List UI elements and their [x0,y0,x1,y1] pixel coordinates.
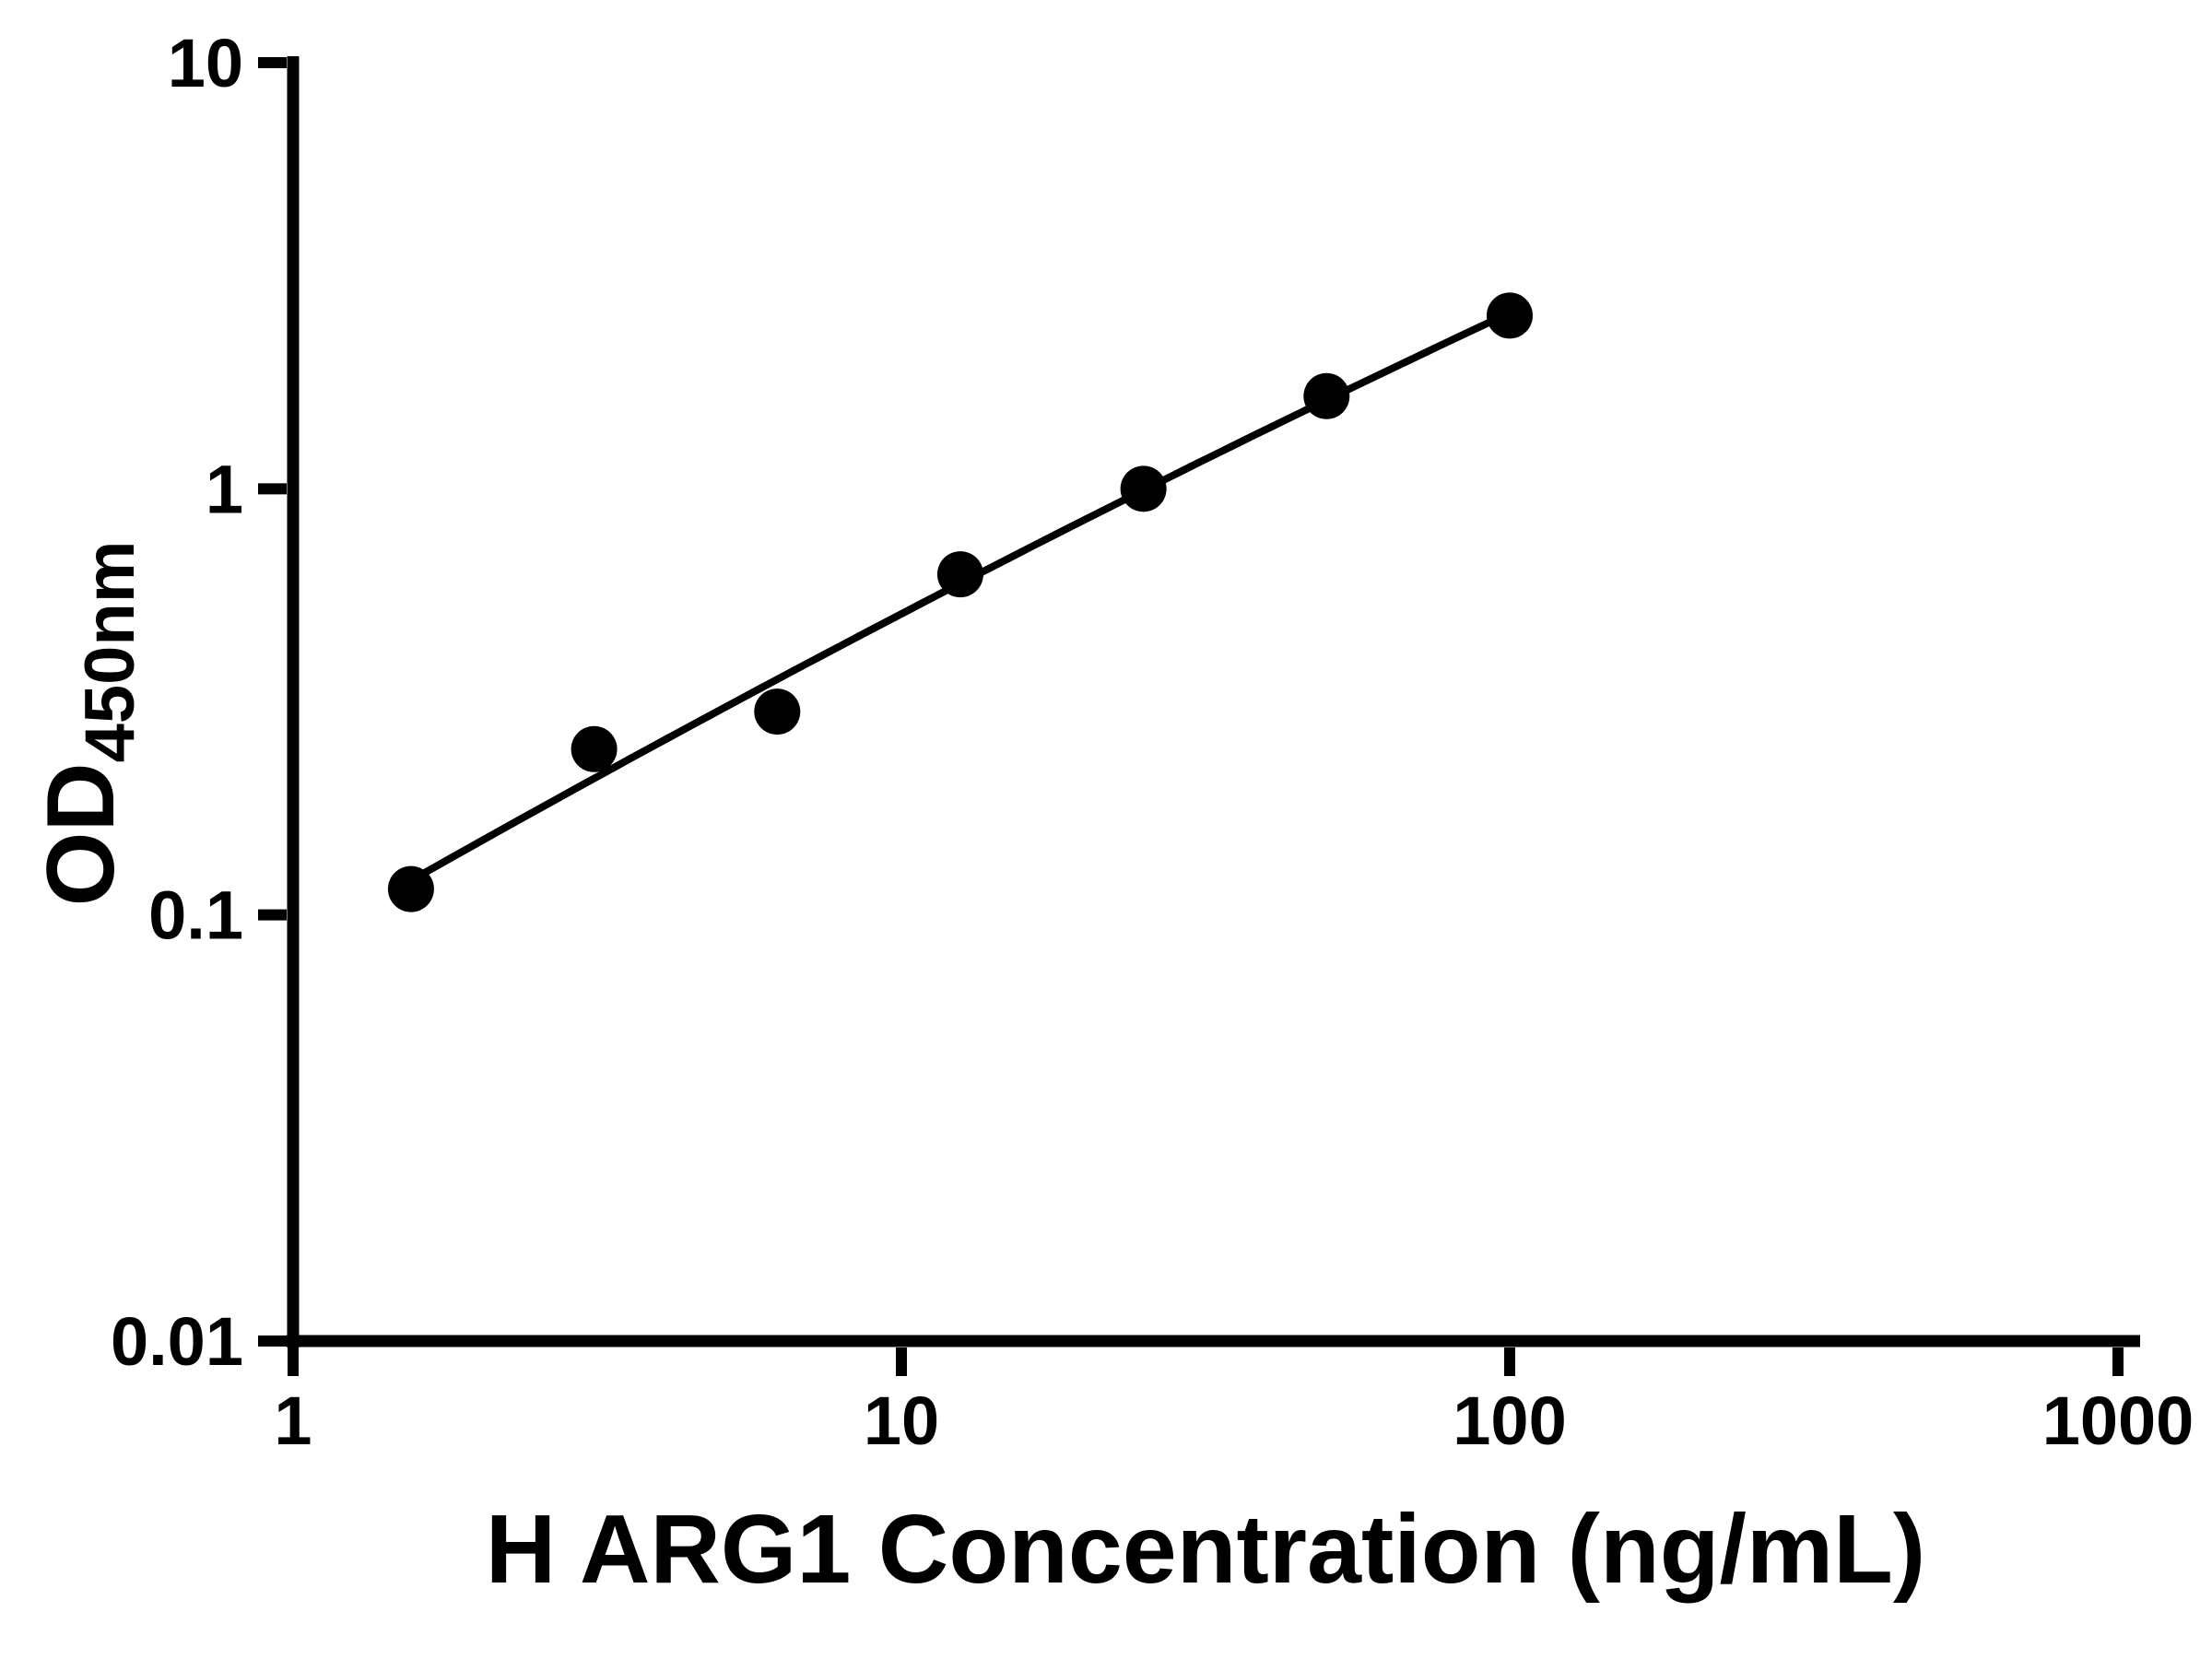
data-point [1120,465,1167,512]
x-tick-label: 100 [1453,1382,1566,1459]
y-tick-label: 1 [206,451,243,527]
y-tick-label: 0.1 [148,877,243,954]
data-point [1303,372,1350,419]
x-tick-label: 1000 [2042,1382,2194,1459]
y-tick-label: 0.01 [111,1303,243,1380]
data-point [754,688,801,735]
data-point [936,551,983,598]
y-tick-label: 10 [168,25,243,101]
data-point [571,725,618,772]
x-tick-label: 10 [864,1382,939,1459]
y-axis-title-main: OD [28,762,135,907]
x-tick-label: 1 [274,1382,312,1459]
data-point [1487,292,1533,339]
x-axis-title: H ARG1 Concentration (ng/mL) [485,1495,1926,1604]
y-axis-title: OD450nm [28,541,149,907]
data-point [387,865,434,912]
y-axis-title-subscript: 450nm [71,540,149,763]
